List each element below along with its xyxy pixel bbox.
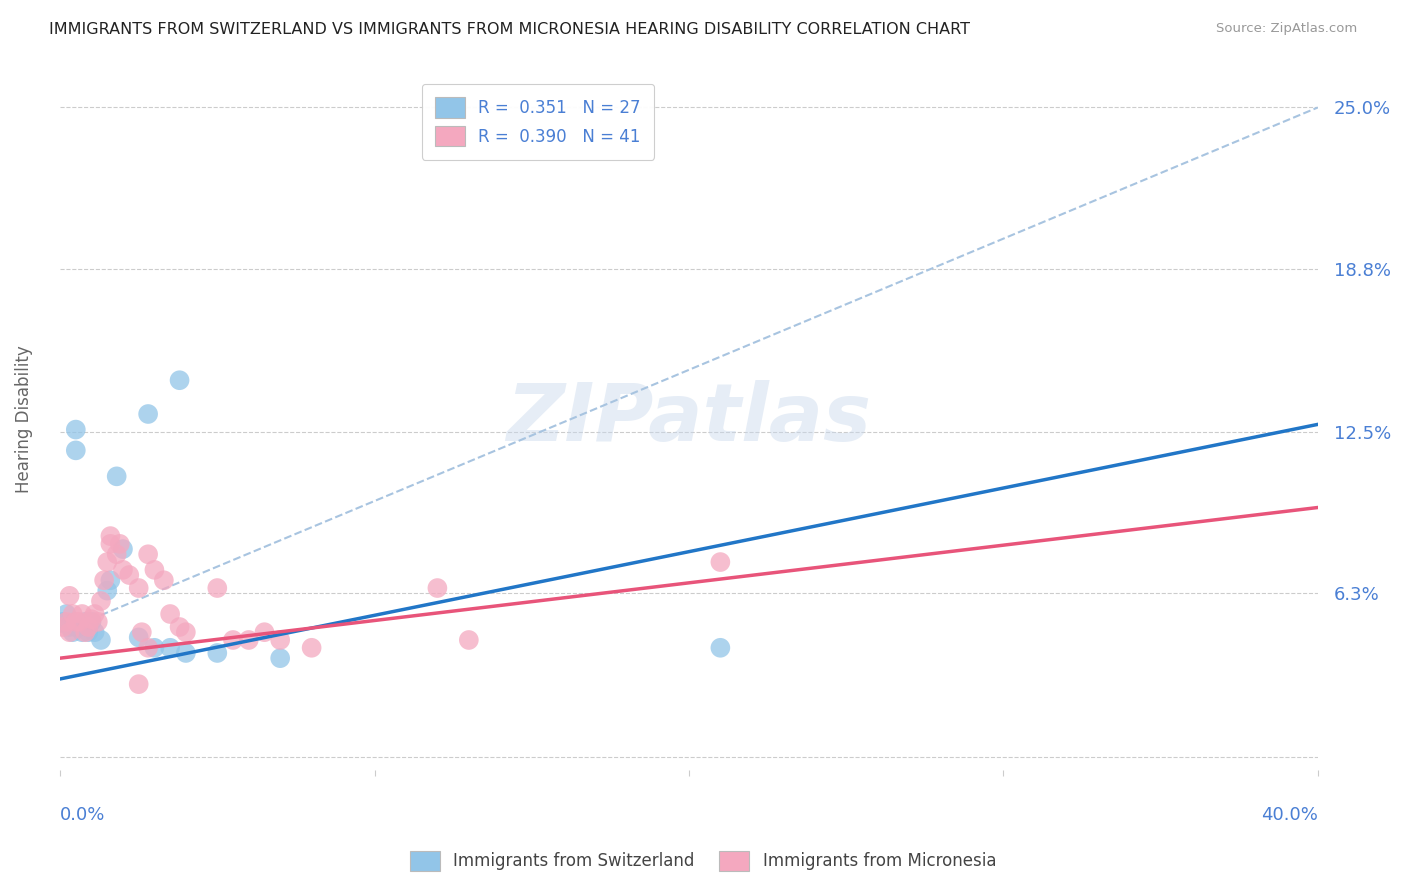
Point (90, 632, 112, 647)
Point (153, 573, 176, 587)
Text: 40.0%: 40.0% (1261, 806, 1317, 824)
Point (93, 573, 115, 587)
Point (87, 615, 110, 629)
Point (269, 651, 291, 665)
Point (222, 632, 245, 647)
Point (131, 625, 153, 640)
Point (75, 625, 97, 640)
Point (90, 594, 112, 608)
Point (174, 625, 197, 640)
Point (83, 607, 105, 621)
Point (80, 615, 103, 629)
Point (457, 632, 479, 647)
Point (136, 547, 159, 561)
Point (75, 615, 97, 629)
Point (169, 620, 191, 634)
Point (65, 443, 87, 458)
Point (58, 625, 80, 640)
Legend: Immigrants from Switzerland, Immigrants from Micronesia: Immigrants from Switzerland, Immigrants … (401, 842, 1005, 880)
Point (301, 640, 323, 655)
Point (67, 620, 90, 634)
Point (128, 581, 150, 595)
Point (77, 620, 100, 634)
Point (52, 615, 75, 629)
Point (58, 589, 80, 603)
Point (65, 620, 87, 634)
Point (143, 563, 166, 577)
Point (105, 547, 128, 561)
Point (174, 646, 197, 660)
Point (426, 581, 449, 595)
Point (169, 373, 191, 387)
Y-axis label: Hearing Disability: Hearing Disability (15, 345, 32, 493)
Point (238, 632, 260, 647)
Point (96, 555, 118, 569)
Point (96, 583, 118, 598)
Point (58, 620, 80, 634)
Point (269, 632, 291, 647)
Point (709, 640, 731, 655)
Point (709, 555, 731, 569)
Point (136, 407, 159, 421)
Point (159, 607, 181, 621)
Point (159, 640, 181, 655)
Point (70, 607, 93, 621)
Text: Source: ZipAtlas.com: Source: ZipAtlas.com (1216, 22, 1357, 36)
Point (100, 573, 122, 587)
Legend: R =  0.351   N = 27, R =  0.390   N = 41: R = 0.351 N = 27, R = 0.390 N = 41 (422, 84, 654, 160)
Point (111, 542, 134, 557)
Point (118, 568, 141, 582)
Point (136, 640, 159, 655)
Point (77, 625, 100, 640)
Point (207, 646, 229, 660)
Text: ZIPatlas: ZIPatlas (506, 380, 872, 458)
Point (100, 529, 122, 543)
Point (52, 620, 75, 634)
Point (111, 563, 134, 577)
Point (253, 625, 276, 640)
Point (62, 607, 84, 621)
Point (83, 625, 105, 640)
Point (67, 615, 90, 629)
Point (55, 607, 77, 621)
Point (128, 677, 150, 691)
Point (62, 625, 84, 640)
Point (80, 612, 103, 626)
Text: IMMIGRANTS FROM SWITZERLAND VS IMMIGRANTS FROM MICRONESIA HEARING DISABILITY COR: IMMIGRANTS FROM SWITZERLAND VS IMMIGRANT… (49, 22, 970, 37)
Point (65, 423, 87, 437)
Point (207, 581, 229, 595)
Point (143, 640, 166, 655)
Point (65, 615, 87, 629)
Point (70, 625, 93, 640)
Point (128, 631, 150, 645)
Point (105, 469, 128, 483)
Point (100, 537, 122, 551)
Point (55, 615, 77, 629)
Text: 0.0%: 0.0% (60, 806, 105, 824)
Point (108, 537, 131, 551)
